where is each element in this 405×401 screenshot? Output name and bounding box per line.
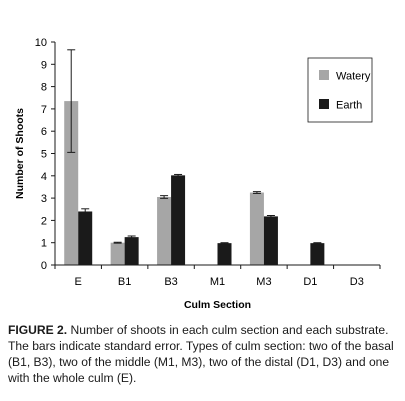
error-bar (252, 191, 261, 194)
bar-earth-e (78, 211, 93, 265)
error-bar (266, 214, 275, 218)
bar-watery-e (64, 101, 79, 265)
error-bar (160, 195, 169, 199)
error-bar (313, 242, 322, 245)
y-axis-ticks: 0 1 2 3 4 5 6 7 8 9 10 (35, 37, 55, 272)
error-bar (174, 173, 183, 177)
legend-label-watery: Watery (336, 71, 371, 83)
error-bar (113, 241, 122, 244)
x-tick-label: M1 (210, 276, 225, 288)
legend: Watery Earth (307, 57, 373, 123)
error-bar (81, 208, 90, 215)
bar-earth-b3 (171, 175, 186, 265)
y-tick-label: 8 (41, 82, 47, 94)
x-tick-label: E (75, 276, 82, 288)
y-tick-label: 1 (41, 238, 47, 250)
y-tick-label: 5 (41, 149, 47, 161)
bar-watery-m3 (249, 192, 264, 265)
legend-swatch-earth (319, 99, 329, 109)
y-tick-label: 6 (41, 126, 47, 138)
x-tick-label: B3 (164, 276, 177, 288)
bar-chart: 0 1 2 3 4 5 6 7 8 9 10 E B1 B3 M1 M3 D1 D3 Number of Sho… (14, 37, 381, 311)
figure-caption: FIGURE 2. Number of shoots in each culm … (8, 322, 400, 386)
error-bar (67, 49, 76, 153)
bar-earth-m3 (263, 216, 278, 265)
y-tick-label: 3 (41, 193, 47, 205)
bar-watery-b1 (110, 242, 125, 265)
legend-label-earth: Earth (336, 100, 362, 112)
error-bar (220, 242, 229, 245)
x-axis-label: Culm Section (184, 299, 251, 311)
y-axis-label: Number of Shoots (14, 108, 26, 199)
legend-swatch-watery (319, 70, 329, 80)
bar-earth-m1 (217, 243, 232, 265)
x-tick-label: B1 (118, 276, 131, 288)
y-tick-label: 2 (41, 215, 47, 227)
caption-text: Number of shoots in each culm section an… (8, 323, 394, 385)
y-tick-label: 7 (41, 104, 47, 116)
y-tick-label: 10 (35, 37, 47, 49)
y-tick-label: 9 (41, 59, 47, 71)
caption-label: FIGURE 2. (8, 323, 68, 337)
bar-earth-d1 (310, 243, 325, 265)
y-tick-label: 4 (41, 171, 47, 183)
y-tick-label: 0 (41, 260, 47, 272)
x-tick-label: D1 (303, 276, 317, 288)
legend-box (307, 57, 373, 123)
x-tick-label: D3 (350, 276, 364, 288)
error-bar (127, 235, 136, 239)
bar-earth-b1 (124, 237, 139, 265)
x-axis-ticks: E B1 B3 M1 M3 D1 D3 (54, 265, 381, 288)
x-tick-label: M3 (256, 276, 271, 288)
bar-watery-b3 (157, 196, 172, 265)
bars (64, 49, 325, 265)
